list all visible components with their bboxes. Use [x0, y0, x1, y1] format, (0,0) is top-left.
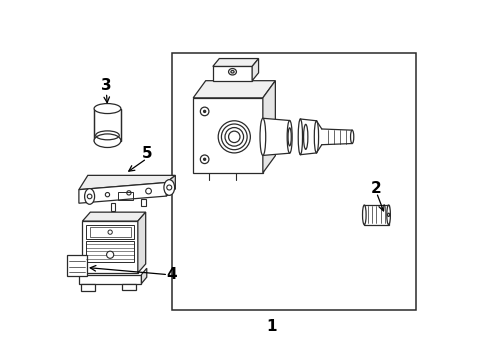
Polygon shape — [79, 183, 167, 203]
Ellipse shape — [228, 68, 237, 75]
Polygon shape — [67, 255, 87, 276]
Ellipse shape — [164, 180, 174, 195]
Polygon shape — [213, 66, 252, 81]
Polygon shape — [193, 98, 263, 173]
Polygon shape — [317, 121, 322, 153]
Polygon shape — [79, 175, 175, 190]
Bar — [118, 192, 133, 200]
Ellipse shape — [388, 213, 390, 216]
Text: 1: 1 — [267, 319, 277, 334]
Polygon shape — [364, 205, 389, 225]
Polygon shape — [263, 81, 275, 173]
Ellipse shape — [85, 189, 95, 204]
Polygon shape — [111, 203, 115, 211]
Polygon shape — [82, 212, 146, 221]
Polygon shape — [142, 199, 146, 206]
Ellipse shape — [105, 193, 110, 197]
Bar — [86, 241, 134, 262]
Ellipse shape — [127, 191, 131, 195]
Polygon shape — [263, 118, 290, 156]
Text: 4: 4 — [167, 267, 177, 282]
Polygon shape — [322, 129, 352, 145]
Ellipse shape — [231, 71, 234, 73]
Ellipse shape — [94, 134, 121, 148]
Polygon shape — [193, 81, 275, 98]
Ellipse shape — [203, 111, 206, 112]
Ellipse shape — [203, 158, 206, 160]
Ellipse shape — [298, 119, 302, 155]
Ellipse shape — [200, 155, 209, 163]
Text: 5: 5 — [142, 146, 152, 161]
Ellipse shape — [314, 121, 319, 153]
Text: 3: 3 — [101, 78, 112, 93]
Ellipse shape — [387, 205, 391, 225]
Polygon shape — [82, 221, 138, 273]
Polygon shape — [252, 59, 259, 81]
Ellipse shape — [363, 205, 366, 225]
Text: 2: 2 — [371, 181, 382, 197]
Ellipse shape — [107, 251, 114, 258]
Polygon shape — [94, 109, 121, 141]
Ellipse shape — [167, 185, 172, 190]
Polygon shape — [213, 59, 259, 66]
Polygon shape — [122, 284, 136, 290]
Ellipse shape — [228, 131, 240, 143]
Polygon shape — [138, 212, 146, 273]
Ellipse shape — [108, 230, 112, 234]
Ellipse shape — [94, 104, 121, 113]
Polygon shape — [81, 284, 95, 292]
Polygon shape — [79, 275, 142, 284]
Polygon shape — [142, 268, 147, 284]
Bar — [172, 53, 416, 310]
Ellipse shape — [218, 121, 250, 153]
Polygon shape — [300, 119, 317, 155]
Polygon shape — [167, 175, 175, 196]
Ellipse shape — [288, 128, 291, 146]
Bar — [90, 227, 131, 237]
Ellipse shape — [260, 118, 266, 156]
Ellipse shape — [200, 107, 209, 116]
Ellipse shape — [146, 188, 151, 194]
Ellipse shape — [287, 121, 292, 153]
Ellipse shape — [350, 130, 354, 144]
Ellipse shape — [87, 194, 92, 199]
Bar — [86, 225, 134, 239]
